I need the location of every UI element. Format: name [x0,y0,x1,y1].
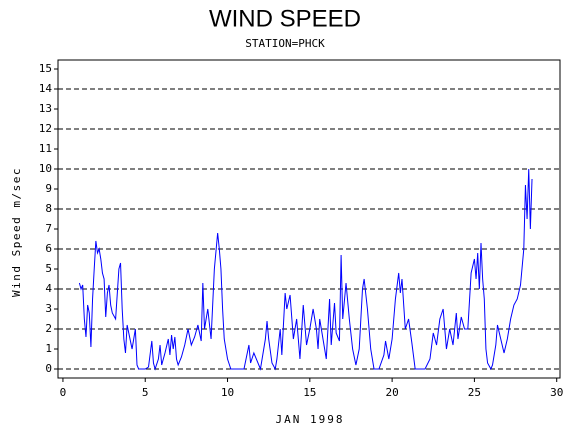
data-line [78,168,533,371]
plot-frame [57,59,561,379]
y-tick-label: 7 [45,222,52,235]
y-tick-label: 11 [39,142,52,155]
y-tick-label: 10 [39,162,52,175]
x-axis-label: JAN 1998 [276,413,345,426]
y-tick-label: 14 [39,82,53,95]
y-tick-label: 9 [45,182,52,195]
y-axis-label: Wind Speed m/sec [10,167,23,297]
y-tick-label: 13 [39,102,52,115]
x-tick-label: 30 [550,386,563,399]
y-tick-label: 12 [39,122,52,135]
y-tick-label: 8 [45,202,52,215]
x-tick-label: 10 [221,386,234,399]
chart-title: WIND SPEED [209,5,361,32]
y-tick-label: 4 [45,282,52,295]
y-tick-label: 1 [45,342,52,355]
x-tick-label: 5 [142,386,149,399]
x-tick-label: 25 [468,386,481,399]
y-tick-label: 5 [45,262,52,275]
y-tick-label: 15 [39,62,52,75]
x-tick-label: 20 [385,386,398,399]
x-tick-label: 0 [60,386,67,399]
x-tick-label: 15 [303,386,316,399]
y-tick-label: 6 [45,242,52,255]
y-tick-label: 3 [45,302,52,315]
y-tick-label: 2 [45,322,52,335]
chart-subtitle: STATION=PHCK [245,37,325,50]
y-tick-label: 0 [45,362,52,375]
